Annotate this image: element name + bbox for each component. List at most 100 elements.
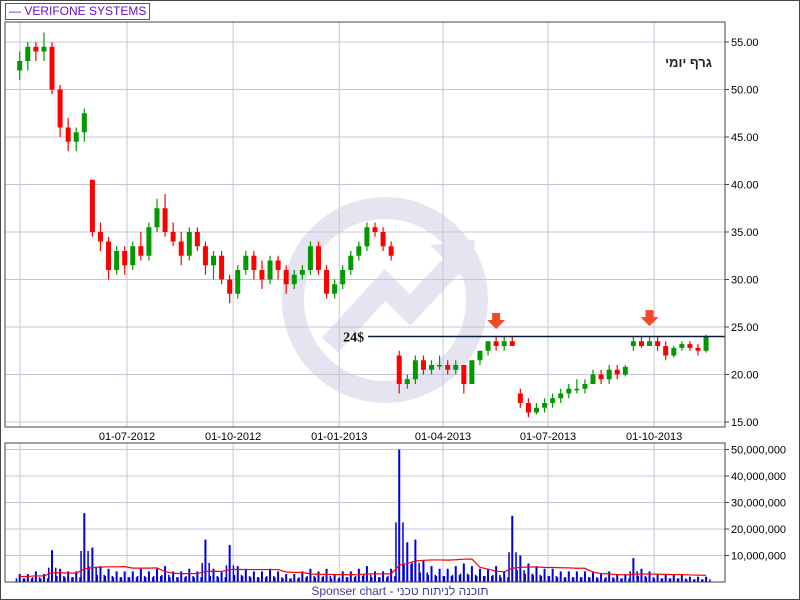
volume-bar <box>531 573 533 582</box>
candle-body <box>114 251 120 270</box>
volume-bar <box>192 576 194 582</box>
volume-bar <box>677 578 680 582</box>
volume-bar <box>446 568 449 582</box>
volume-bar <box>96 574 98 582</box>
candle-body <box>194 232 200 247</box>
volume-bar <box>72 577 74 582</box>
volume-bar <box>516 570 518 582</box>
volume-bar <box>159 576 162 582</box>
volume-bar <box>491 576 493 582</box>
volume-bar <box>209 576 212 582</box>
candle-body <box>275 260 281 270</box>
volume-bar <box>556 577 559 582</box>
volume-bar <box>353 577 356 582</box>
volume-bar <box>374 571 377 582</box>
volume-bar <box>680 574 683 582</box>
volume-bar <box>656 574 659 582</box>
volume-bar <box>172 571 175 582</box>
volume-bar <box>345 577 348 582</box>
volume-bar <box>628 578 630 582</box>
volume-bar <box>204 539 207 582</box>
candle-body <box>49 46 55 90</box>
volume-bar <box>402 522 404 582</box>
candle-body <box>283 270 289 285</box>
watermark-arrow <box>321 254 464 353</box>
volume-bar <box>676 578 679 582</box>
volume-bar <box>362 574 365 582</box>
volume-bar <box>478 568 481 582</box>
date-tick-label: 01-07-2012 <box>99 431 155 443</box>
volume-bar <box>539 574 541 582</box>
volume-bar <box>661 578 664 582</box>
candle-body <box>542 403 548 408</box>
volume-bar <box>256 577 259 582</box>
volume-bar <box>403 564 405 582</box>
candle-body <box>106 241 112 270</box>
candle-body <box>340 270 346 285</box>
date-tick-label: 01-01-2013 <box>311 431 367 443</box>
price-tick-label: 25.00 <box>731 322 759 334</box>
volume-bar <box>587 577 590 582</box>
volume-bar <box>260 571 263 582</box>
volume-bar <box>398 449 401 582</box>
volume-bar <box>450 576 453 582</box>
candle-body <box>211 255 217 266</box>
volume-bar <box>31 577 34 582</box>
volume-bar <box>523 570 525 582</box>
volume-bar <box>346 577 349 582</box>
volume-bar <box>273 576 275 582</box>
volume-bar <box>314 577 316 582</box>
volume-bar <box>341 571 344 582</box>
volume-bar <box>597 578 599 582</box>
volume-bar <box>669 578 672 582</box>
volume-bar <box>313 576 315 582</box>
volume-bar <box>459 573 462 582</box>
volume-bar <box>212 568 215 582</box>
volume-bar <box>629 571 631 582</box>
volume-bar <box>482 576 485 582</box>
candle-body <box>509 341 515 346</box>
candle-body <box>97 232 103 242</box>
volume-tick-label: 10,000,000 <box>731 551 786 563</box>
candle-body <box>679 344 685 348</box>
volume-bar <box>155 568 158 582</box>
volume-bar <box>176 577 178 582</box>
candle-body <box>122 251 128 266</box>
volume-tick-label: 30,000,000 <box>731 498 786 510</box>
candle-body <box>202 246 208 266</box>
volume-bar <box>547 576 550 582</box>
volume-bar <box>241 576 244 582</box>
volume-bar <box>240 574 243 582</box>
volume-bar <box>394 576 396 582</box>
candle-body <box>703 336 709 351</box>
volume-panel-border <box>4 442 726 583</box>
volume-bar <box>645 577 648 582</box>
volume-bar <box>438 568 441 582</box>
volume-bar <box>22 578 25 582</box>
volume-bar <box>249 577 252 582</box>
volume-bar <box>127 577 130 582</box>
volume-bar <box>169 577 171 582</box>
date-tick-label: 01-07-2013 <box>520 431 576 443</box>
candle-body <box>235 270 241 294</box>
volume-bar <box>252 571 255 582</box>
candle-body <box>437 365 443 367</box>
volume-bar <box>684 578 687 582</box>
volume-bar <box>269 568 272 582</box>
volume-bar <box>653 578 656 582</box>
volume-bar <box>168 574 170 582</box>
volume-bar <box>293 574 296 582</box>
volume-bar <box>434 574 437 582</box>
volume-bar <box>67 571 70 582</box>
candle-body <box>324 270 330 294</box>
volume-bar <box>59 568 62 582</box>
candle-body <box>73 132 79 142</box>
volume-bar <box>357 568 360 582</box>
volume-bar <box>583 571 586 582</box>
volume-bar <box>596 577 598 582</box>
volume-bar <box>636 571 638 582</box>
volume-bar <box>56 576 58 582</box>
candle-body <box>622 366 628 375</box>
price-tick-label: 55.00 <box>731 37 759 49</box>
volume-bar <box>264 577 267 582</box>
